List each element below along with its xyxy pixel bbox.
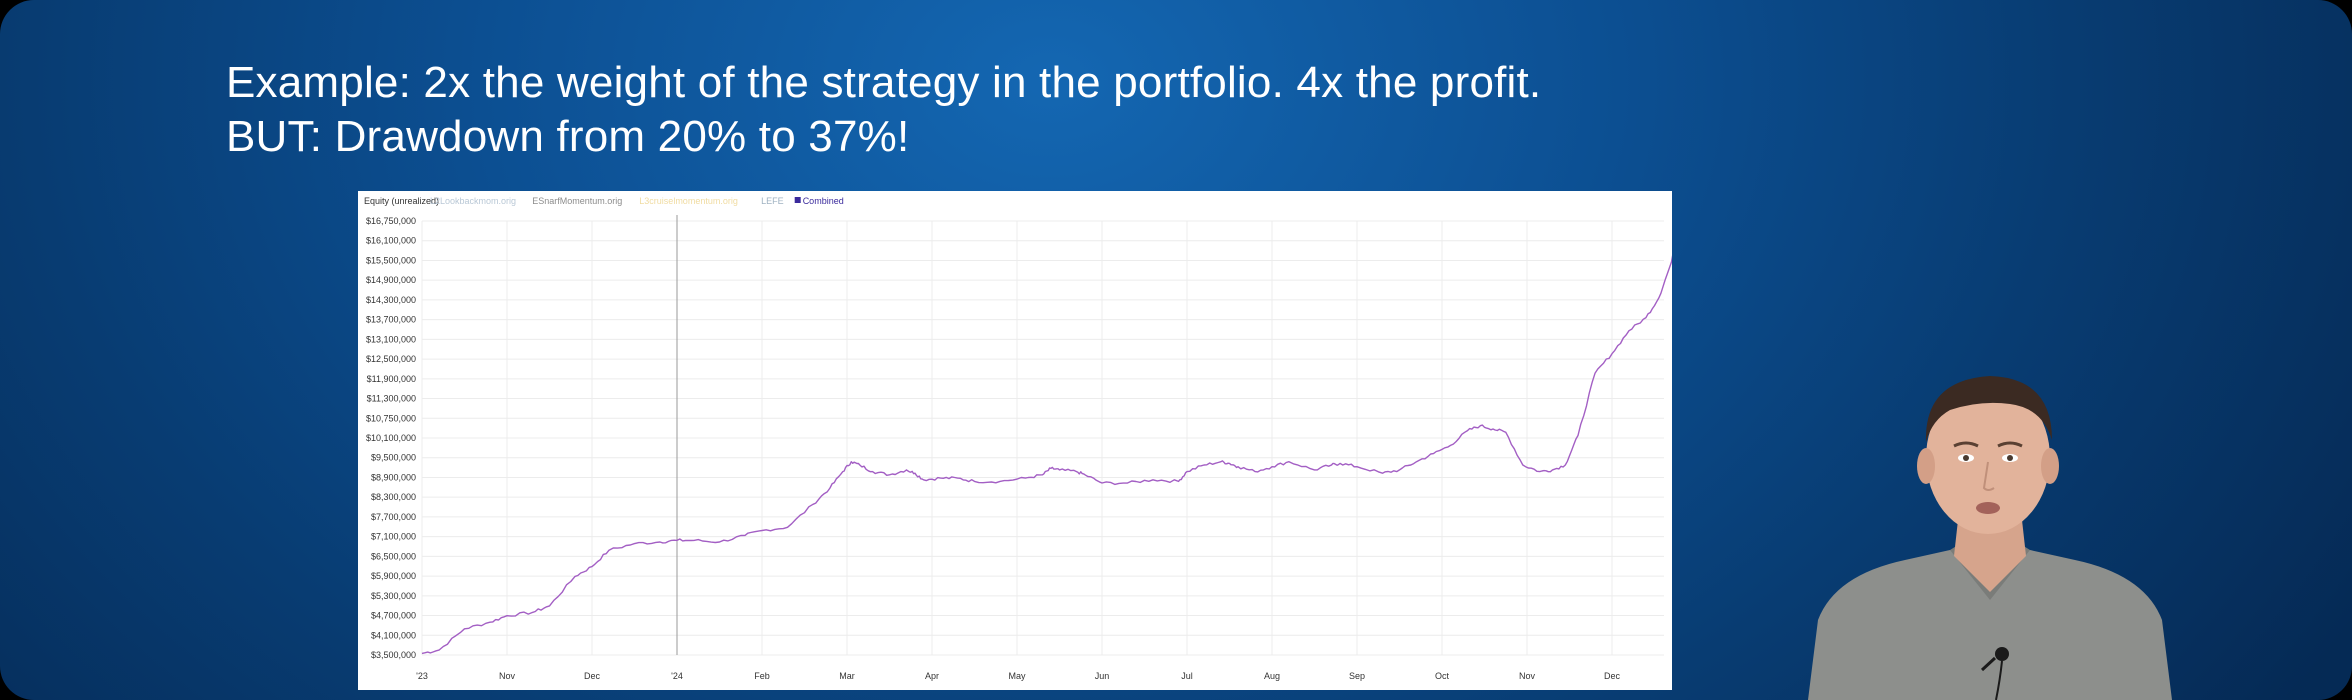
x-tick-label: Aug [1264, 671, 1280, 681]
y-tick-label: $12,500,000 [366, 354, 416, 364]
y-tick-label: $5,300,000 [371, 591, 416, 601]
y-tick-label: $6,500,000 [371, 551, 416, 561]
x-tick-label: Nov [499, 671, 516, 681]
x-tick-label: Dec [1604, 671, 1621, 681]
chart-title: Equity (unrealized) [364, 196, 439, 206]
y-tick-label: $16,750,000 [366, 216, 416, 226]
chart-legend: Equity (unrealized) L2Lookbackmom.orig ES… [364, 196, 844, 206]
x-tick-label: Feb [754, 671, 770, 681]
y-tick-label: $8,900,000 [371, 472, 416, 482]
y-tick-label: $11,300,000 [367, 394, 416, 404]
x-tick-label: '23 [416, 671, 428, 681]
y-tick-label: $13,100,000 [366, 334, 416, 344]
equity-chart: Equity (unrealized) L2Lookbackmom.orig ES… [364, 196, 1672, 681]
x-tick-label: Apr [925, 671, 939, 681]
y-tick-label: $16,100,000 [366, 236, 416, 246]
y-tick-label: $7,100,000 [371, 532, 416, 542]
y-tick-label: $8,300,000 [371, 492, 416, 502]
x-axis-labels: '23 Nov Dec '24 Feb Mar Apr May Jun Jul Aug Sep Oct N… [416, 671, 1620, 681]
x-tick-label: Nov [1519, 671, 1536, 681]
y-tick-label: $3,500,000 [371, 650, 416, 660]
x-tick-label: May [1008, 671, 1026, 681]
y-tick-label: $10,100,000 [366, 433, 416, 443]
y-tick-label: $15,500,000 [366, 255, 416, 265]
y-axis-labels: $16,750,000 $16,100,000 $15,500,000 $14,900… [366, 216, 416, 660]
headline-line-1: Example: 2x the weight of the strategy i… [226, 58, 1542, 107]
series-line-combined [421, 255, 1672, 655]
y-tick-label: $11,900,000 [367, 374, 416, 384]
legend-swatch-combined [794, 197, 801, 203]
y-tick-label: $14,300,000 [366, 295, 416, 305]
x-tick-label: '24 [671, 671, 683, 681]
legend-label: L3cruiselmomentum.orig [639, 196, 738, 206]
y-tick-label: $13,700,000 [366, 315, 416, 325]
presenter-video [1808, 376, 2172, 700]
chart-gridlines [421, 220, 1664, 656]
x-tick-label: Sep [1349, 671, 1365, 681]
legend-label: LEFE [761, 196, 784, 206]
slide-headline: Example: 2x the weight of the strategy i… [226, 56, 1541, 164]
x-tick-label: Oct [1435, 671, 1450, 681]
y-tick-label: $4,700,000 [371, 611, 416, 621]
legend-label: ESnarfMomentum.orig [532, 196, 622, 206]
x-tick-label: Jul [1181, 671, 1193, 681]
y-tick-label: $9,500,000 [371, 453, 416, 463]
legend-label-combined: Combined [803, 196, 844, 206]
y-tick-label: $14,900,000 [366, 275, 416, 285]
y-tick-label: $5,900,000 [371, 571, 416, 581]
x-tick-label: Dec [584, 671, 601, 681]
x-tick-label: Jun [1095, 671, 1110, 681]
y-tick-label: $4,100,000 [371, 630, 416, 640]
headline-line-2: BUT: Drawdown from 20% to 37%! [226, 112, 910, 161]
y-tick-label: $10,750,000 [366, 413, 416, 423]
equity-chart-panel: Equity (unrealized) L2Lookbackmom.orig ES… [358, 191, 1672, 690]
y-tick-label: $7,700,000 [371, 512, 416, 522]
legend-label: L2Lookbackmom.orig [430, 196, 516, 206]
x-tick-label: Mar [839, 671, 855, 681]
